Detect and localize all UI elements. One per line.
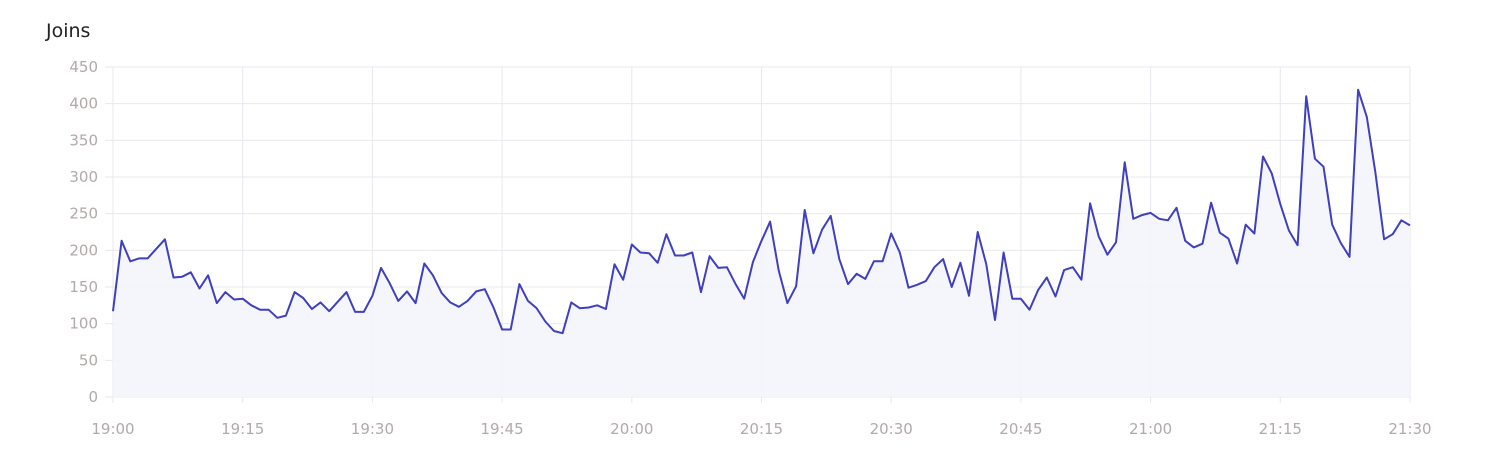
x-tick-label: 21:00 bbox=[1129, 420, 1172, 438]
series-line bbox=[112, 88, 1411, 335]
x-tick-label: 20:30 bbox=[870, 420, 913, 438]
y-tick-label: 100 bbox=[69, 315, 98, 333]
y-tick-label: 0 bbox=[88, 388, 98, 406]
x-tick-label: 21:15 bbox=[1259, 420, 1302, 438]
x-tick-label: 19:45 bbox=[480, 420, 523, 438]
y-tick-label: 450 bbox=[69, 58, 98, 76]
x-tick-label: 19:15 bbox=[221, 420, 264, 438]
x-tick-label: 20:00 bbox=[610, 420, 653, 438]
y-tick-label: 350 bbox=[69, 131, 98, 149]
x-tick-label: 19:00 bbox=[91, 420, 134, 438]
x-tick-label: 20:45 bbox=[999, 420, 1042, 438]
x-tick-label: 19:30 bbox=[351, 420, 394, 438]
x-tick-label: 21:30 bbox=[1388, 420, 1431, 438]
y-tick-label: 400 bbox=[69, 95, 98, 113]
y-tick-label: 150 bbox=[69, 278, 98, 296]
y-tick-label: 50 bbox=[79, 351, 98, 369]
y-tick-label: 250 bbox=[69, 205, 98, 223]
x-tick-label: 20:15 bbox=[740, 420, 783, 438]
y-tick-label: 300 bbox=[69, 168, 98, 186]
chart-title: Joins bbox=[46, 20, 91, 42]
y-tick-label: 200 bbox=[69, 241, 98, 259]
